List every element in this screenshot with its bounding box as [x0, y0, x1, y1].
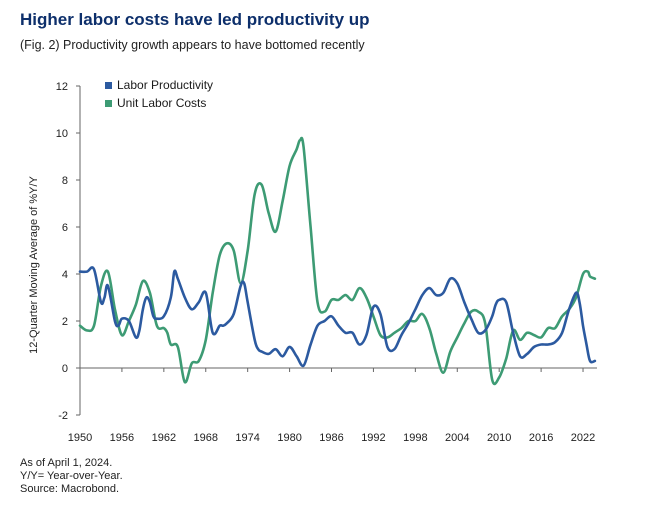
legend-item-labor-productivity: Labor Productivity — [117, 78, 213, 92]
note-source: Source: Macrobond. — [20, 483, 120, 495]
y-tick-label: 0 — [62, 363, 68, 375]
chart-title: Higher labor costs have led productivity… — [20, 10, 370, 29]
x-axis-ticks: 1950 1956 1962 1968 1974 1980 1986 1992 1998 2004… — [68, 368, 595, 444]
legend-item-unit-labor-costs: Unit Labor Costs — [117, 96, 206, 110]
x-tick-label: 2022 — [571, 432, 595, 444]
note-date: As of April 1, 2024. — [20, 457, 113, 469]
x-tick-label: 1986 — [319, 432, 343, 444]
x-tick-label: 2010 — [487, 432, 511, 444]
y-tick-label: 6 — [62, 222, 68, 234]
chart-axes — [79, 86, 597, 415]
y-tick-label: 10 — [56, 128, 68, 140]
y-tick-label: 8 — [62, 175, 68, 187]
x-tick-label: 1950 — [68, 432, 92, 444]
y-tick-label: -2 — [58, 410, 68, 422]
x-tick-label: 2016 — [529, 432, 553, 444]
series-line-labor-productivity — [78, 266, 597, 368]
y-axis-label: 12-Quarter Moving Average of %Y/Y — [28, 175, 40, 353]
legend-swatch — [105, 82, 112, 89]
x-tick-label: 1974 — [235, 432, 259, 444]
chart-subtitle: (Fig. 2) Productivity growth appears to … — [20, 38, 365, 52]
y-tick-label: 12 — [56, 81, 68, 93]
x-tick-label: 1992 — [361, 432, 385, 444]
y-tick-label: 2 — [62, 316, 68, 328]
chart-legend: Labor Productivity Unit Labor Costs — [105, 78, 213, 110]
x-tick-label: 1956 — [110, 432, 134, 444]
chart-series — [78, 136, 597, 386]
y-tick-label: 4 — [62, 269, 68, 281]
legend-swatch — [105, 100, 112, 107]
x-tick-label: 2004 — [445, 432, 469, 444]
note-yoy-definition: Y/Y= Year-over-Year. — [20, 470, 123, 482]
chart-notes: As of April 1, 2024. Y/Y= Year-over-Year… — [20, 457, 123, 496]
x-tick-label: 1980 — [277, 432, 301, 444]
x-tick-label: 1998 — [403, 432, 427, 444]
x-tick-label: 1968 — [194, 432, 218, 444]
x-tick-label: 1962 — [152, 432, 176, 444]
y-axis-ticks: -2 0 2 4 6 8 10 12 — [56, 81, 80, 422]
